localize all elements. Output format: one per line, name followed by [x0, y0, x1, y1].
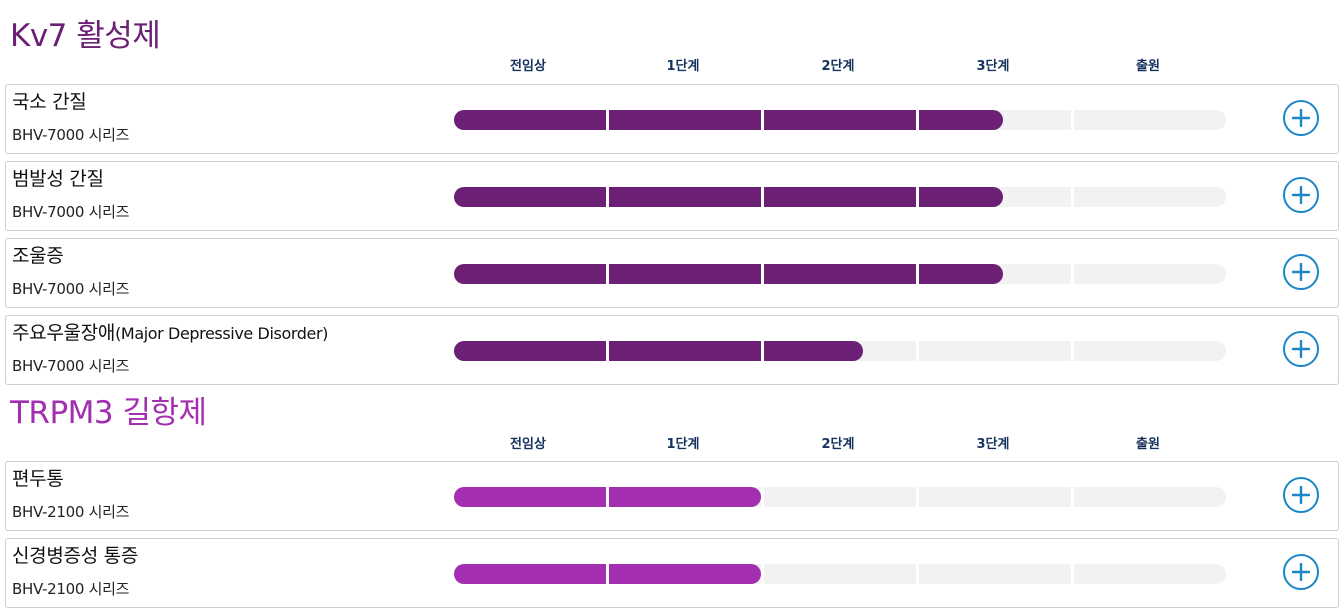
expand-button[interactable]	[1283, 254, 1319, 290]
progress-bar	[454, 264, 1226, 284]
indication-name-en: (Major Depressive Disorder)	[115, 324, 328, 343]
indication-name-ko: 주요우울장애	[12, 322, 116, 344]
pipeline-row-bipolar: 조울증 BHV-7000 시리즈	[5, 238, 1339, 308]
progress-fill	[454, 110, 1003, 130]
compound-series: BHV-2100 시리즈	[12, 503, 130, 521]
pipeline-row-mdd: 주요우울장애(Major Depressive Disorder) BHV-70…	[5, 315, 1339, 385]
stage-segment	[1074, 341, 1226, 361]
stage-segment	[919, 341, 1071, 361]
stage-divider	[606, 564, 609, 584]
plus-icon	[1292, 109, 1310, 127]
pipeline-row-focal-epilepsy: 국소 간질 BHV-7000 시리즈	[5, 84, 1339, 154]
stage-segment	[764, 487, 916, 507]
compound-series: BHV-7000 시리즈	[12, 357, 130, 375]
progress-bar	[454, 187, 1226, 207]
compound-series: BHV-2100 시리즈	[12, 580, 130, 598]
stage-header: 전임상 1단계 2단계 3단계 출원	[0, 433, 1343, 453]
expand-button[interactable]	[1283, 100, 1319, 136]
stage-divider	[761, 110, 764, 130]
plus-icon	[1292, 263, 1310, 281]
stage-segment	[919, 487, 1071, 507]
stage-divider	[916, 187, 919, 207]
stage-segment	[919, 564, 1071, 584]
stage-segment	[1074, 564, 1226, 584]
stage-segment	[1074, 487, 1226, 507]
stage-divider	[606, 341, 609, 361]
stage-divider	[606, 487, 609, 507]
section-title: Kv7 활성제	[10, 18, 161, 54]
indication-name: 범발성 간질	[12, 168, 104, 190]
stage-divider	[916, 264, 919, 284]
expand-button[interactable]	[1283, 331, 1319, 367]
compound-series: BHV-7000 시리즈	[12, 126, 130, 144]
indication-name: 조울증	[12, 245, 64, 267]
stage-label-preclinical: 전임상	[510, 59, 546, 74]
stage-divider	[761, 187, 764, 207]
progress-fill	[454, 264, 1003, 284]
progress-bar	[454, 564, 1226, 584]
pipeline-row-generalized-epilepsy: 범발성 간질 BHV-7000 시리즈	[5, 161, 1339, 231]
plus-icon	[1292, 340, 1310, 358]
compound-series: BHV-7000 시리즈	[12, 203, 130, 221]
pipeline-row-neuropathic-pain: 신경병증성 통증 BHV-2100 시리즈	[5, 538, 1339, 608]
indication-name: 편두통	[12, 468, 64, 490]
plus-icon	[1292, 563, 1310, 581]
stage-divider	[606, 110, 609, 130]
stage-divider	[761, 264, 764, 284]
progress-bar	[454, 341, 1226, 361]
stage-label-phase3: 3단계	[976, 59, 1010, 74]
progress-fill	[454, 341, 863, 361]
section-title: TRPM3 길항제	[10, 395, 207, 431]
stage-label-phase1: 1단계	[666, 59, 700, 74]
stage-label-phase1: 1단계	[666, 437, 700, 452]
stage-divider	[916, 110, 919, 130]
compound-series: BHV-7000 시리즈	[12, 280, 130, 298]
progress-bar	[454, 487, 1226, 507]
stage-label-phase2: 2단계	[821, 59, 855, 74]
plus-icon	[1292, 486, 1310, 504]
stage-divider	[606, 187, 609, 207]
stage-label-phase3: 3단계	[976, 437, 1010, 452]
stage-divider	[761, 341, 764, 361]
stage-label-phase2: 2단계	[821, 437, 855, 452]
stage-label-filing: 출원	[1136, 59, 1160, 74]
plus-icon	[1292, 186, 1310, 204]
stage-label-preclinical: 전임상	[510, 437, 546, 452]
stage-label-filing: 출원	[1136, 437, 1160, 452]
progress-fill	[454, 187, 1003, 207]
indication-name: 신경병증성 통증	[12, 545, 139, 567]
stage-segment	[1074, 187, 1226, 207]
stage-header: 전임상 1단계 2단계 3단계 출원	[0, 55, 1343, 75]
progress-bar	[454, 110, 1226, 130]
stage-segment	[764, 564, 916, 584]
indication-name: 주요우울장애(Major Depressive Disorder)	[12, 321, 328, 346]
stage-divider	[606, 264, 609, 284]
expand-button[interactable]	[1283, 177, 1319, 213]
pipeline-row-migraine: 편두통 BHV-2100 시리즈	[5, 461, 1339, 531]
expand-button[interactable]	[1283, 477, 1319, 513]
stage-segment	[1074, 264, 1226, 284]
indication-name: 국소 간질	[12, 91, 87, 113]
expand-button[interactable]	[1283, 554, 1319, 590]
stage-segment	[1074, 110, 1226, 130]
